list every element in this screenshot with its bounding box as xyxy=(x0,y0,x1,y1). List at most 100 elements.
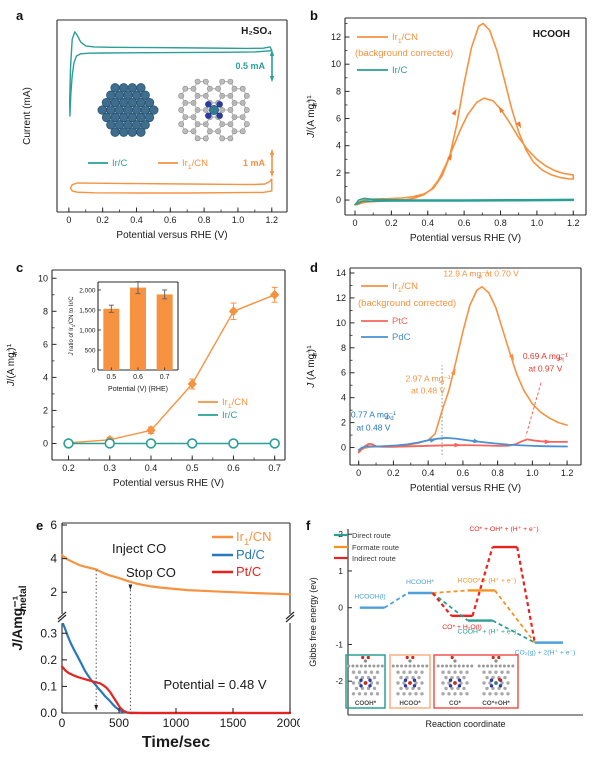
svg-text:10: 10 xyxy=(331,59,341,69)
svg-text:0.5: 0.5 xyxy=(186,463,199,473)
svg-text:0.2: 0.2 xyxy=(96,215,109,225)
svg-text:4: 4 xyxy=(43,372,48,382)
svg-text:Current (mA): Current (mA) xyxy=(22,87,33,145)
svg-text:1000: 1000 xyxy=(163,716,190,730)
single-atom-lattice-inset xyxy=(178,78,250,142)
svg-text:Ir/C: Ir/C xyxy=(392,65,407,76)
svg-text:500: 500 xyxy=(85,348,96,355)
svg-text:PtC: PtC xyxy=(392,316,408,327)
svg-text:J/Amg⁻¹metal: J/Amg⁻¹metal xyxy=(9,585,29,650)
scale-bars: 0.5 mA 1 mA xyxy=(235,49,275,178)
svg-text:0.5 mA: 0.5 mA xyxy=(235,61,265,71)
panel-d-annotation-3: at 0.97 V xyxy=(528,363,562,373)
svg-text:Potential versus RHE (V): Potential versus RHE (V) xyxy=(410,483,521,494)
co-event-markers xyxy=(94,570,133,713)
svg-text:-1: -1 xyxy=(335,639,343,649)
svg-text:0.2: 0.2 xyxy=(387,468,400,478)
svg-text:0.4: 0.4 xyxy=(130,215,143,225)
svg-text:0.6: 0.6 xyxy=(133,374,143,381)
svg-text:0.3: 0.3 xyxy=(40,626,57,640)
svg-text:(background corrected): (background corrected) xyxy=(358,298,456,309)
svg-text:12: 12 xyxy=(336,293,346,303)
svg-text:6: 6 xyxy=(336,114,341,124)
panel-c-inset-bar-chart: 0 500 1,000 1,500 2,000 0.5 0.6 0.7 Potential (V… xyxy=(69,281,179,393)
svg-text:0.7: 0.7 xyxy=(160,374,170,381)
svg-text:Potential (V) (RHE): Potential (V) (RHE) xyxy=(108,386,168,393)
panel-letter-a: a xyxy=(16,8,24,23)
svg-text:0.6: 0.6 xyxy=(458,218,471,228)
panel-d-annotation-1: at 0.48 V xyxy=(411,385,445,395)
species-label-hcoo: HCOO* + (H⁺ + e⁻) xyxy=(458,577,517,584)
svg-text:1500: 1500 xyxy=(220,716,247,730)
svg-text:J/(A mg⁻¹Ir): J/(A mg⁻¹Ir) xyxy=(6,343,19,387)
svg-text:4: 4 xyxy=(50,552,57,566)
structure-box-1: HCOO* xyxy=(389,654,431,709)
svg-text:Ir/C: Ir/C xyxy=(112,158,127,169)
svg-text:10: 10 xyxy=(336,318,346,328)
svg-text:Pt/C: Pt/C xyxy=(236,564,261,579)
structure-label-co-oh: CO*+OH* xyxy=(482,700,510,707)
svg-text:0: 0 xyxy=(43,438,48,448)
panel-d-annotation-1: 2.97 A mg⁻¹Ir xyxy=(406,373,451,386)
svg-text:2: 2 xyxy=(341,418,346,428)
svg-text:Ir/C: Ir/C xyxy=(222,410,237,421)
species-label-hcooh_ads: HCOOH* xyxy=(406,579,434,586)
svg-text:6: 6 xyxy=(341,368,346,378)
panel-d-annotation-0: 12.9 A mg⁻¹Ir at 0.70 V xyxy=(443,269,519,282)
svg-text:1,000: 1,000 xyxy=(79,328,96,335)
electrolyte-label: H₂SO₄ xyxy=(241,26,272,37)
svg-text:J ratio of Ir1/CN to Ir/C: J ratio of Ir1/CN to Ir/C xyxy=(69,296,76,357)
svg-text:4: 4 xyxy=(336,141,341,151)
species-label-co2: CO₂(g) + 2(H⁺ + e⁻) xyxy=(515,650,576,657)
svg-text:1.0: 1.0 xyxy=(232,215,245,225)
species-label-co_h2o: CO* + H₂O(l) xyxy=(442,624,481,631)
svg-text:0: 0 xyxy=(66,215,71,225)
svg-text:Ir1/CN: Ir1/CN xyxy=(392,32,418,45)
svg-text:Reaction coordinate: Reaction coordinate xyxy=(425,719,505,729)
svg-text:2000: 2000 xyxy=(277,716,300,730)
svg-text:0.2: 0.2 xyxy=(62,463,75,473)
panel-e-content: 2 4 6 0.0 0.1 0.2 0.3 0 500 1000 1500 2000 xyxy=(40,518,300,730)
svg-text:0.2: 0.2 xyxy=(40,653,57,667)
svg-text:(background corrected): (background corrected) xyxy=(355,48,453,59)
panel-b-hcooh-oxidation-plot: 0 0.2 0.4 0.6 0.8 1.0 1.2 0 2 4 6 8 10 12 Potential ve… xyxy=(306,17,587,244)
svg-text:0: 0 xyxy=(59,716,66,730)
svg-text:PdC: PdC xyxy=(392,332,411,343)
panel-c-activity-vs-potential-plot: 0.2 0.3 0.4 0.5 0.6 0.7 0 2 4 6 8 10 Potential versu… xyxy=(6,269,286,489)
iridium-nanoparticle-inset xyxy=(97,83,159,137)
svg-text:0: 0 xyxy=(356,468,361,478)
svg-text:0: 0 xyxy=(341,443,346,453)
svg-text:Ir1/CN: Ir1/CN xyxy=(222,397,248,410)
panel-b-curve-ir1cn xyxy=(354,22,575,206)
svg-text:0: 0 xyxy=(92,368,96,375)
svg-text:4: 4 xyxy=(341,393,346,403)
svg-text:2: 2 xyxy=(336,168,341,178)
svg-text:0.6: 0.6 xyxy=(164,215,177,225)
svg-text:1: 1 xyxy=(338,566,343,576)
panel-d-content: 0 0.2 0.4 0.6 0.8 1.0 1.2 0 2 4 6 8 10 12 14 Potential … xyxy=(306,267,582,494)
svg-text:0: 0 xyxy=(352,218,357,228)
panel-e-curve-ptc xyxy=(60,665,292,715)
structure-box-2: CO* CO*+OH* xyxy=(433,654,519,709)
panel-d-catalyst-comparison-plot: 0 0.2 0.4 0.6 0.8 1.0 1.2 0 2 4 6 8 10 12 14 Potential … xyxy=(306,267,582,494)
panel-letter-d: d xyxy=(310,260,318,275)
svg-text:0: 0 xyxy=(336,195,341,205)
svg-text:Pd/C: Pd/C xyxy=(236,547,265,562)
svg-text:0.8: 0.8 xyxy=(491,468,504,478)
svg-text:Ir1/CN: Ir1/CN xyxy=(236,529,272,547)
species-label-co_oh: CO* + OH* + (H⁺ + e⁻) xyxy=(469,526,538,533)
panel-d-curve-pdc xyxy=(357,437,568,451)
svg-text:1.2: 1.2 xyxy=(561,468,574,478)
svg-text:0.5: 0.5 xyxy=(106,374,116,381)
panel-d-annotation-2: 0.77 A mg⁻¹Pd xyxy=(351,410,396,423)
svg-text:6: 6 xyxy=(43,339,48,349)
svg-text:0.4: 0.4 xyxy=(145,463,158,473)
svg-text:Ir1/CN: Ir1/CN xyxy=(392,281,418,294)
panel-letter-b: b xyxy=(310,8,318,23)
svg-text:-2: -2 xyxy=(335,676,343,686)
svg-text:Formate route: Formate route xyxy=(352,543,399,552)
